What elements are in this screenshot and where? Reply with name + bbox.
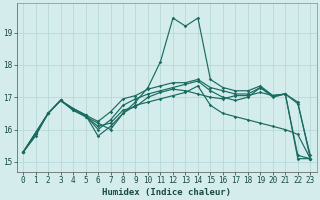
X-axis label: Humidex (Indice chaleur): Humidex (Indice chaleur) (102, 188, 231, 197)
